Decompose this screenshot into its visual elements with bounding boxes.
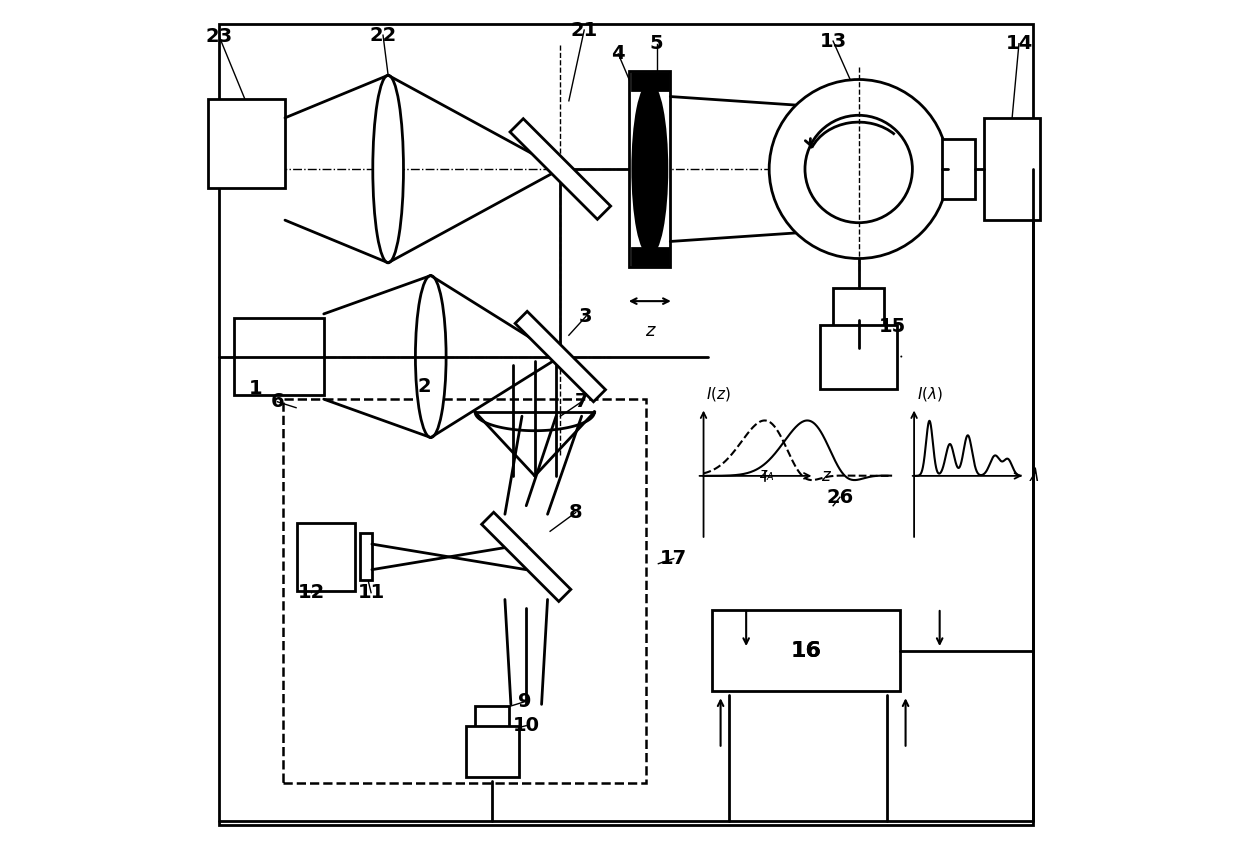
Bar bbox=[630, 71, 671, 267]
Bar bbox=[466, 726, 518, 776]
Text: 5: 5 bbox=[650, 34, 663, 53]
Bar bbox=[296, 523, 355, 591]
Bar bbox=[283, 399, 646, 782]
Bar bbox=[821, 324, 897, 389]
Bar bbox=[632, 73, 667, 90]
Text: $I(\lambda)$: $I(\lambda)$ bbox=[916, 385, 942, 403]
Bar bbox=[942, 139, 975, 199]
Circle shape bbox=[769, 80, 949, 258]
Text: $z_A$: $z_A$ bbox=[759, 468, 774, 483]
Bar bbox=[234, 318, 324, 395]
Bar bbox=[208, 99, 285, 188]
Text: 16: 16 bbox=[790, 641, 821, 661]
Text: 17: 17 bbox=[660, 549, 687, 568]
Ellipse shape bbox=[415, 275, 446, 438]
Text: 22: 22 bbox=[370, 26, 397, 45]
Text: z: z bbox=[645, 323, 655, 341]
Polygon shape bbox=[481, 512, 570, 601]
Polygon shape bbox=[515, 311, 605, 402]
Bar bbox=[712, 610, 899, 692]
Bar bbox=[632, 248, 667, 265]
Text: 3: 3 bbox=[579, 307, 593, 326]
Ellipse shape bbox=[373, 76, 403, 263]
Text: 9: 9 bbox=[518, 692, 531, 711]
Text: 7: 7 bbox=[575, 392, 589, 411]
Text: 8: 8 bbox=[569, 503, 583, 522]
Polygon shape bbox=[510, 118, 610, 220]
Text: 14: 14 bbox=[1006, 34, 1033, 53]
Bar bbox=[475, 706, 510, 728]
Text: 21: 21 bbox=[570, 21, 598, 39]
Text: 13: 13 bbox=[820, 32, 847, 51]
Text: $I(z)$: $I(z)$ bbox=[706, 385, 732, 403]
Bar bbox=[360, 534, 372, 580]
Text: 23: 23 bbox=[206, 27, 233, 46]
Text: 2: 2 bbox=[417, 377, 430, 396]
Text: 10: 10 bbox=[512, 716, 539, 735]
Text: z: z bbox=[821, 467, 830, 485]
Text: 16: 16 bbox=[790, 641, 821, 661]
Circle shape bbox=[805, 115, 913, 223]
Text: 15: 15 bbox=[879, 317, 906, 336]
Ellipse shape bbox=[632, 84, 667, 254]
Text: 11: 11 bbox=[357, 583, 384, 602]
Text: 12: 12 bbox=[298, 583, 325, 602]
Text: 4: 4 bbox=[611, 45, 625, 63]
Text: $\lambda$: $\lambda$ bbox=[1029, 467, 1040, 485]
Text: 26: 26 bbox=[826, 487, 853, 507]
Text: 1: 1 bbox=[249, 378, 263, 397]
Bar bbox=[985, 118, 1040, 221]
Bar bbox=[833, 288, 884, 348]
Text: 6: 6 bbox=[270, 392, 284, 411]
